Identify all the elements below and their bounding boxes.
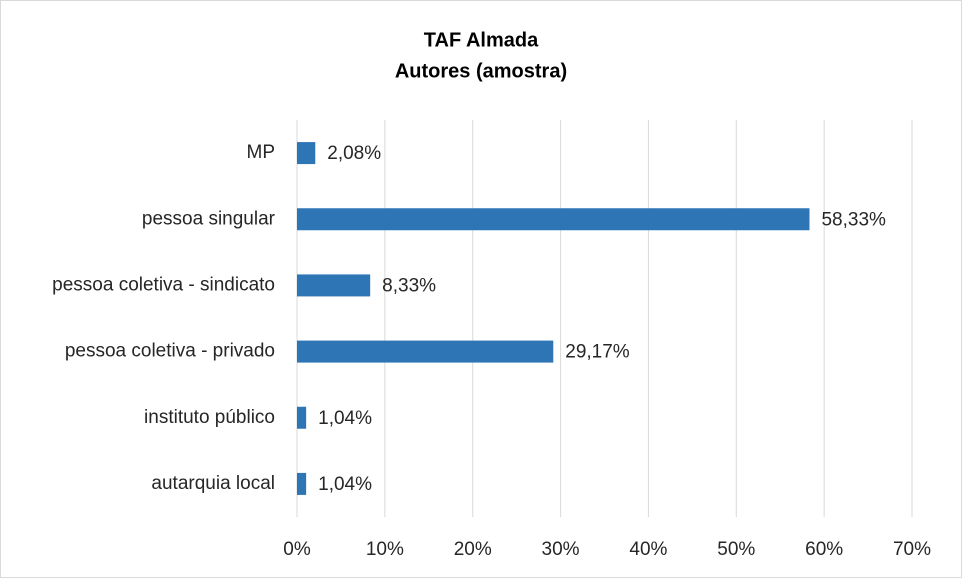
y-tick-label: MP <box>247 142 276 163</box>
x-tick-label: 40% <box>629 539 667 560</box>
data-label: 1,04% <box>318 408 372 429</box>
x-tick-label: 20% <box>454 539 492 560</box>
chart-title: TAF Almada <box>424 29 539 51</box>
x-tick-label: 0% <box>283 539 311 560</box>
y-tick-label: pessoa coletiva - sindicato <box>52 274 275 295</box>
bar <box>297 208 810 231</box>
x-tick-label: 50% <box>717 539 755 560</box>
y-tick-label: pessoa singular <box>142 208 276 229</box>
bar <box>297 406 307 429</box>
y-tick-label: pessoa coletiva - privado <box>65 341 275 362</box>
x-tick-label: 60% <box>805 539 843 560</box>
chart-title: Autores (amostra) <box>395 60 567 82</box>
y-tick-label: instituto público <box>144 407 275 428</box>
bar <box>297 142 316 165</box>
x-tick-label: 30% <box>542 539 580 560</box>
bar <box>297 274 371 297</box>
bar <box>297 472 307 495</box>
x-tick-label: 10% <box>366 539 404 560</box>
data-label: 1,04% <box>318 474 372 495</box>
y-tick-label: autarquia local <box>151 473 275 494</box>
data-label: 8,33% <box>382 275 436 296</box>
bar <box>297 340 554 363</box>
data-label: 2,08% <box>327 143 381 164</box>
x-tick-label: 70% <box>893 539 931 560</box>
data-label: 29,17% <box>565 342 630 363</box>
data-label: 58,33% <box>821 209 886 230</box>
